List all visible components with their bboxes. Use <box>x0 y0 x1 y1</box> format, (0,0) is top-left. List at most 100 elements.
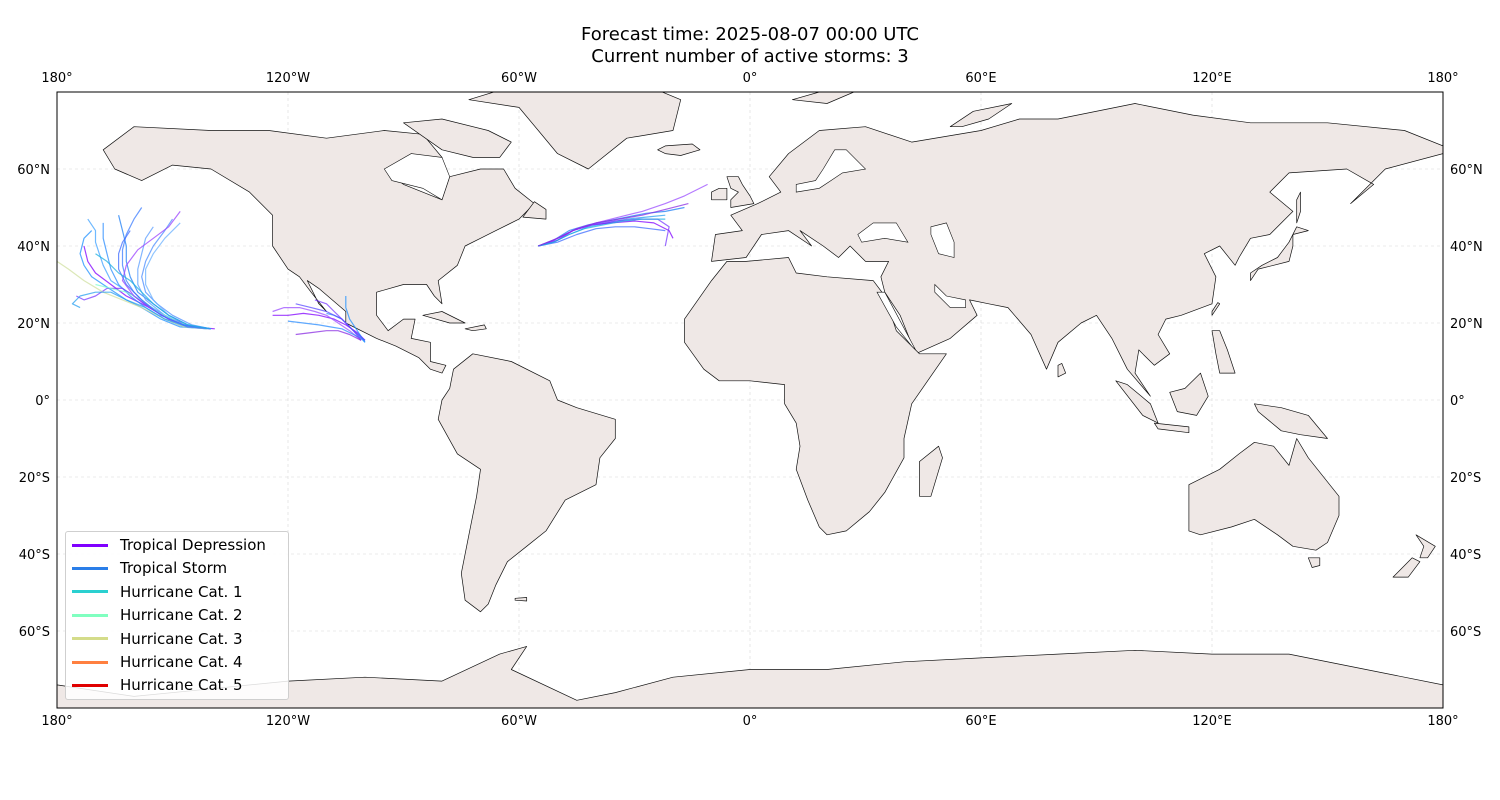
title-forecast-time: Forecast time: 2025-08-07 00:00 UTC <box>581 24 919 45</box>
land-north-america <box>102 126 535 374</box>
legend-swatch <box>72 683 108 687</box>
lat-tick-label-left: 40°N <box>17 240 50 255</box>
legend-label: Tropical Storm <box>120 559 228 578</box>
lon-tick-label-bottom: 120°W <box>266 714 310 729</box>
legend-item: Hurricane Cat. 5 <box>72 675 243 695</box>
legend-label: Hurricane Cat. 1 <box>120 582 243 601</box>
legend-swatch <box>72 543 108 547</box>
storm-track <box>272 307 362 341</box>
land-svalbard <box>792 92 855 104</box>
legend-item: Hurricane Cat. 3 <box>72 629 243 649</box>
lon-tick-label-top: 180° <box>1427 71 1458 86</box>
legend-swatch <box>72 566 108 570</box>
storm-track <box>95 253 212 330</box>
legend-label: Hurricane Cat. 5 <box>120 676 243 695</box>
lat-tick-label-right: 0° <box>1450 394 1465 409</box>
land-baffin-island <box>403 118 512 158</box>
lat-tick-label-right: 40°S <box>1450 548 1481 563</box>
land-novaya-zemlya <box>949 103 1013 128</box>
lat-tick-label-right: 60°S <box>1450 625 1481 640</box>
lat-tick-label-left: 60°S <box>19 625 50 640</box>
storm-track <box>295 330 362 341</box>
lat-tick-label-right: 20°S <box>1450 471 1481 486</box>
land-great-britain <box>726 176 755 208</box>
storm-track <box>287 320 366 341</box>
lon-tick-label-bottom: 0° <box>743 714 758 729</box>
land-newfoundland <box>522 201 547 220</box>
lat-tick-label-right: 60°N <box>1450 163 1483 178</box>
lat-tick-label-left: 20°S <box>19 471 50 486</box>
lat-tick-label-right: 20°N <box>1450 317 1483 332</box>
storm-track <box>71 291 212 330</box>
land-sakhalin <box>1296 191 1301 224</box>
land-philippines <box>1211 330 1236 374</box>
storm-track <box>295 303 366 341</box>
legend-item: Hurricane Cat. 4 <box>72 652 243 672</box>
lon-tick-label-top: 180° <box>41 71 72 86</box>
land-new-zealand-north <box>1415 534 1436 559</box>
land-falklands <box>514 597 528 602</box>
lat-tick-label-left: 20°N <box>17 317 50 332</box>
lat-tick-label-left: 60°N <box>17 163 50 178</box>
legend-swatch <box>72 637 108 641</box>
lon-tick-label-top: 60°W <box>501 71 537 86</box>
land-new-guinea <box>1254 403 1328 439</box>
legend: Tropical Depression Tropical Storm Hurrica… <box>65 531 289 700</box>
land-europe-asia <box>711 103 1443 397</box>
land-java <box>1153 422 1190 434</box>
land-cuba <box>422 311 466 324</box>
lat-tick-label-left: 40°S <box>19 548 50 563</box>
legend-label: Hurricane Cat. 4 <box>120 653 243 671</box>
land-greenland <box>468 92 682 170</box>
lon-tick-label-bottom: 180° <box>1427 714 1458 729</box>
storm-track <box>57 260 208 330</box>
legend-label: Hurricane Cat. 3 <box>120 629 243 648</box>
lat-tick-label-right: 40°N <box>1450 240 1483 255</box>
land-south-america <box>437 353 616 613</box>
storm-track <box>538 226 666 247</box>
title-active-storms: Current number of active storms: 3 <box>591 46 909 67</box>
storm-track <box>345 296 366 343</box>
land-australia <box>1188 438 1340 551</box>
lon-tick-label-top: 0° <box>743 71 758 86</box>
water-persian-gulf <box>934 283 966 308</box>
lon-tick-label-bottom: 60°W <box>501 714 537 729</box>
lon-tick-label-bottom: 180° <box>41 714 72 729</box>
legend-item: Hurricane Cat. 1 <box>72 582 243 602</box>
water-caspian-sea <box>930 222 955 258</box>
land-hispaniola <box>464 324 487 332</box>
land-madagascar <box>919 445 943 497</box>
legend-swatch <box>72 660 108 664</box>
legend-label: Hurricane Cat. 2 <box>120 606 243 625</box>
map-frame <box>56 91 1444 709</box>
land-iceland <box>657 143 701 156</box>
lon-tick-label-top: 120°W <box>266 71 310 86</box>
land-sumatra <box>1115 380 1159 424</box>
storm-track <box>538 203 689 247</box>
legend-item: Tropical Depression <box>72 535 266 555</box>
land-borneo <box>1169 372 1209 416</box>
water-black-sea <box>857 222 909 243</box>
land-japan <box>1250 226 1309 281</box>
water-red-sea <box>876 291 916 351</box>
land-new-zealand-south <box>1392 557 1421 578</box>
lat-tick-label-left: 0° <box>35 394 50 409</box>
legend-item: Hurricane Cat. 2 <box>72 605 243 625</box>
land-taiwan <box>1211 302 1221 316</box>
land-africa <box>684 257 947 536</box>
lon-tick-label-bottom: 120°E <box>1192 714 1232 729</box>
storm-track <box>272 312 366 341</box>
land-ireland <box>711 187 728 201</box>
legend-item: Tropical Storm <box>72 558 227 578</box>
storm-track <box>117 230 212 330</box>
land-antarctica <box>57 646 1443 708</box>
storm-track <box>538 218 666 247</box>
water-hudson-bay <box>383 153 451 201</box>
legend-swatch <box>72 613 108 617</box>
legend-swatch <box>72 590 108 594</box>
storm-track <box>141 218 212 330</box>
legend-label: Tropical Depression <box>120 536 266 554</box>
water-baltic-sea <box>795 149 867 193</box>
lon-tick-label-top: 120°E <box>1192 71 1232 86</box>
land-sri-lanka <box>1057 363 1067 378</box>
